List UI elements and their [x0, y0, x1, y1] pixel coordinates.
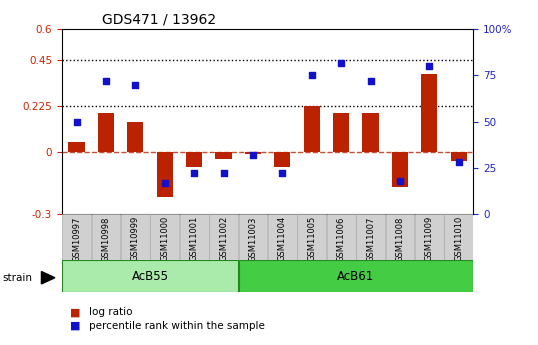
Bar — [91, 214, 121, 260]
Text: AcB61: AcB61 — [337, 269, 374, 283]
Point — [425, 63, 434, 69]
Bar — [303, 106, 320, 152]
Bar — [356, 214, 385, 260]
Point — [455, 159, 463, 165]
Bar — [209, 214, 238, 260]
Point — [337, 60, 345, 65]
Text: GSM11010: GSM11010 — [454, 216, 463, 262]
Bar — [274, 152, 291, 167]
Text: GSM11002: GSM11002 — [219, 216, 228, 262]
Text: ■: ■ — [70, 307, 81, 317]
Point — [278, 170, 287, 176]
Bar — [62, 214, 91, 260]
Text: GSM11008: GSM11008 — [395, 216, 405, 262]
Point — [160, 180, 169, 185]
Bar — [150, 214, 179, 260]
Bar — [121, 214, 150, 260]
Bar — [386, 214, 414, 260]
Text: strain: strain — [3, 273, 33, 283]
Bar — [363, 114, 379, 152]
Bar — [444, 214, 473, 260]
Text: AcB55: AcB55 — [132, 269, 168, 283]
Bar — [268, 214, 297, 260]
Bar — [415, 214, 444, 260]
Text: ■: ■ — [70, 321, 81, 331]
Bar — [128, 122, 144, 152]
Point — [366, 78, 375, 84]
Text: log ratio: log ratio — [89, 307, 132, 317]
Text: GSM11007: GSM11007 — [366, 216, 375, 262]
Point — [395, 178, 404, 184]
Bar — [186, 152, 202, 167]
Text: GSM11001: GSM11001 — [190, 216, 199, 262]
Text: GDS471 / 13962: GDS471 / 13962 — [102, 12, 216, 26]
Point — [220, 170, 228, 176]
Bar — [392, 152, 408, 187]
Text: GSM11003: GSM11003 — [249, 216, 258, 262]
Bar — [62, 260, 238, 292]
Text: GSM10998: GSM10998 — [102, 216, 110, 262]
Text: GSM11000: GSM11000 — [160, 216, 169, 262]
Bar — [68, 142, 84, 152]
Text: GSM11006: GSM11006 — [337, 216, 345, 262]
Point — [72, 119, 81, 125]
Bar — [421, 75, 437, 152]
Text: GSM11004: GSM11004 — [278, 216, 287, 262]
Point — [102, 78, 110, 84]
Text: GSM11009: GSM11009 — [425, 216, 434, 262]
Bar — [216, 152, 232, 159]
Bar — [98, 114, 114, 152]
Bar — [238, 214, 267, 260]
Text: percentile rank within the sample: percentile rank within the sample — [89, 321, 265, 331]
Text: GSM10999: GSM10999 — [131, 216, 140, 262]
Text: GSM10997: GSM10997 — [72, 216, 81, 262]
Point — [131, 82, 140, 87]
Bar — [298, 214, 326, 260]
Bar — [451, 152, 467, 160]
Bar — [333, 114, 349, 152]
Bar — [238, 260, 473, 292]
Point — [249, 152, 257, 158]
Bar — [327, 214, 356, 260]
Bar — [245, 152, 261, 155]
Bar — [157, 152, 173, 197]
Bar — [180, 214, 209, 260]
Text: GSM11005: GSM11005 — [307, 216, 316, 262]
Point — [190, 170, 199, 176]
Point — [307, 73, 316, 78]
